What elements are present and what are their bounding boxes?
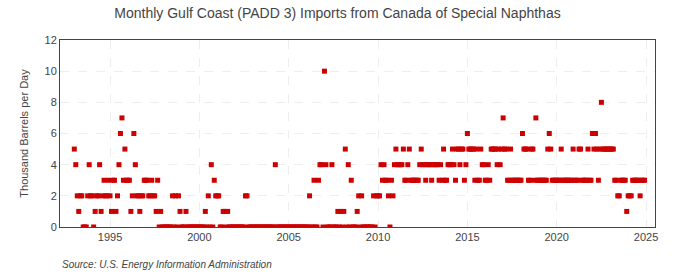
svg-text:Source: U.S. Energy Informatio: Source: U.S. Energy Information Administ… [62, 259, 272, 270]
svg-text:2025: 2025 [634, 231, 658, 243]
svg-text:12: 12 [45, 34, 57, 46]
svg-text:2020: 2020 [544, 231, 568, 243]
svg-text:Thousand Barrels per Day: Thousand Barrels per Day [18, 69, 30, 198]
svg-text:0: 0 [51, 221, 57, 233]
svg-text:6: 6 [51, 127, 57, 139]
svg-text:1995: 1995 [98, 231, 122, 243]
svg-text:10: 10 [45, 65, 57, 77]
svg-text:4: 4 [51, 159, 57, 171]
svg-text:Monthly Gulf Coast (PADD 3) Im: Monthly Gulf Coast (PADD 3) Imports from… [114, 5, 560, 21]
svg-text:2010: 2010 [366, 231, 390, 243]
svg-text:2005: 2005 [276, 231, 300, 243]
svg-text:8: 8 [51, 96, 57, 108]
svg-text:2: 2 [51, 190, 57, 202]
svg-text:2000: 2000 [187, 231, 211, 243]
svg-text:2015: 2015 [455, 231, 479, 243]
